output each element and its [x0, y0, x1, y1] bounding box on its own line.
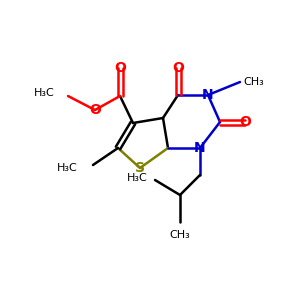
Text: O: O	[114, 61, 126, 75]
Text: H₃C: H₃C	[34, 88, 55, 98]
Text: S: S	[135, 161, 145, 175]
Text: O: O	[172, 61, 184, 75]
Text: N: N	[194, 141, 206, 155]
Text: N: N	[202, 88, 214, 102]
Text: H₃C: H₃C	[57, 163, 78, 173]
Text: CH₃: CH₃	[169, 230, 190, 240]
Text: O: O	[239, 115, 251, 129]
Text: O: O	[89, 103, 101, 117]
Text: H₃C: H₃C	[127, 173, 148, 183]
Text: CH₃: CH₃	[243, 77, 264, 87]
